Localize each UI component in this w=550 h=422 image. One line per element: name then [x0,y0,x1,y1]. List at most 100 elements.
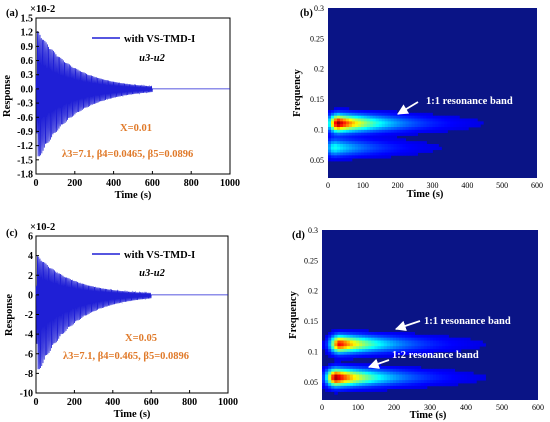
heatmap-cell [384,141,389,145]
heatmap-cell [363,141,368,145]
heatmap-cell [445,349,449,353]
heatmap-cell [462,127,466,131]
heatmap-cell [340,351,344,356]
y-tick-label: 0.6 [21,56,34,67]
heatmap-cell [352,371,357,375]
heatmap-cell [380,383,385,387]
panel-a-x-annotation: X=0.01 [120,123,152,134]
heatmap-cell [348,152,353,156]
heatmap-cell [328,354,332,358]
heatmap-cell [442,334,446,339]
heatmap-cell [453,118,457,122]
heatmap-cell [454,371,459,375]
heatmap-cell [463,377,468,381]
heatmap-cell [429,121,433,125]
heatmap-cell [368,354,372,358]
heatmap-cell [405,124,410,128]
heatmap-cell [399,132,404,136]
heatmap-cell [371,383,375,387]
heatmap-cell [366,129,371,134]
heatmap-cell [366,121,371,125]
heatmap-cell [365,366,369,370]
heatmap-cell [474,121,478,125]
heatmap-cell [359,349,363,353]
heatmap-cell [349,377,354,381]
heatmap-cell [351,118,356,122]
heatmap-cell [337,374,341,378]
heatmap-cell [381,144,386,148]
heatmap-cell [426,340,431,344]
heatmap-cell [420,383,425,387]
heatmap-cell [442,371,446,375]
heatmap-cell [362,343,366,347]
heatmap-cell [456,121,460,125]
heatmap-cell [399,374,403,378]
heatmap-cell [389,366,394,370]
heatmap-cell [330,112,335,117]
heatmap-cell [392,377,397,381]
heatmap-cell [375,141,380,145]
heatmap-cell [333,138,338,142]
heatmap-cell [349,349,354,353]
heatmap-cell [414,121,418,125]
heatmap-cell [334,385,338,390]
heatmap-cell [467,337,471,341]
heatmap-cell [476,374,480,378]
heatmap-cell [444,124,448,128]
heatmap-cell [387,152,392,156]
heatmap-cell [381,110,386,114]
heatmap-cell [372,138,377,142]
y-tick-label: 0.2 [314,65,324,74]
heatmap-cell [325,371,329,375]
heatmap-cell [417,374,422,378]
heatmap-cell [389,332,394,336]
panel-c-label: (c) [6,228,18,239]
heatmap-cell [333,141,338,145]
heatmap-cell [392,332,397,336]
panel-c-series-line [35,256,228,370]
heatmap-cell [393,129,398,134]
heatmap-cell [448,374,452,378]
heatmap-cell [442,340,446,344]
heatmap-cell [384,115,389,119]
panel-b-x-ticks: 0 100 200 300 400 500 600 [326,181,543,190]
heatmap-cell [330,132,335,136]
heatmap-cell [387,124,392,128]
heatmap-cell [426,377,431,381]
heatmap-cell [387,146,392,151]
heatmap-cell [346,349,351,353]
heatmap-cell [346,354,351,358]
heatmap-cell [363,135,368,139]
heatmap-cell [423,121,427,125]
heatmap-cell [355,383,360,387]
heatmap-cell [340,374,344,378]
heatmap-cell [405,385,409,390]
heatmap-cell [371,377,375,381]
heatmap-cell [454,346,459,350]
heatmap-cell [387,135,392,139]
heatmap-cell [429,112,433,117]
heatmap-cell [470,377,474,381]
heatmap-cell [362,371,366,375]
heatmap-cell [479,374,483,378]
heatmap-cell [339,127,344,131]
heatmap-cell [423,343,428,347]
heatmap-cell [383,371,388,375]
heatmap-cell [420,115,424,119]
heatmap-cell [345,155,350,159]
heatmap-cell [342,149,347,153]
heatmap-cell [426,337,431,341]
heatmap-cell [360,152,365,156]
heatmap-cell [345,107,350,111]
heatmap-cell [369,110,374,114]
x-tick-label: 200 [392,181,404,190]
heatmap-cell [435,127,439,131]
heatmap-cell [334,329,338,333]
x-tick-label: 1000 [218,397,238,408]
panel-d-label: (d) [292,230,305,241]
heatmap-cell [330,152,335,156]
heatmap-cell [328,129,332,134]
heatmap-cell [426,368,431,373]
heatmap-cell [363,115,368,119]
